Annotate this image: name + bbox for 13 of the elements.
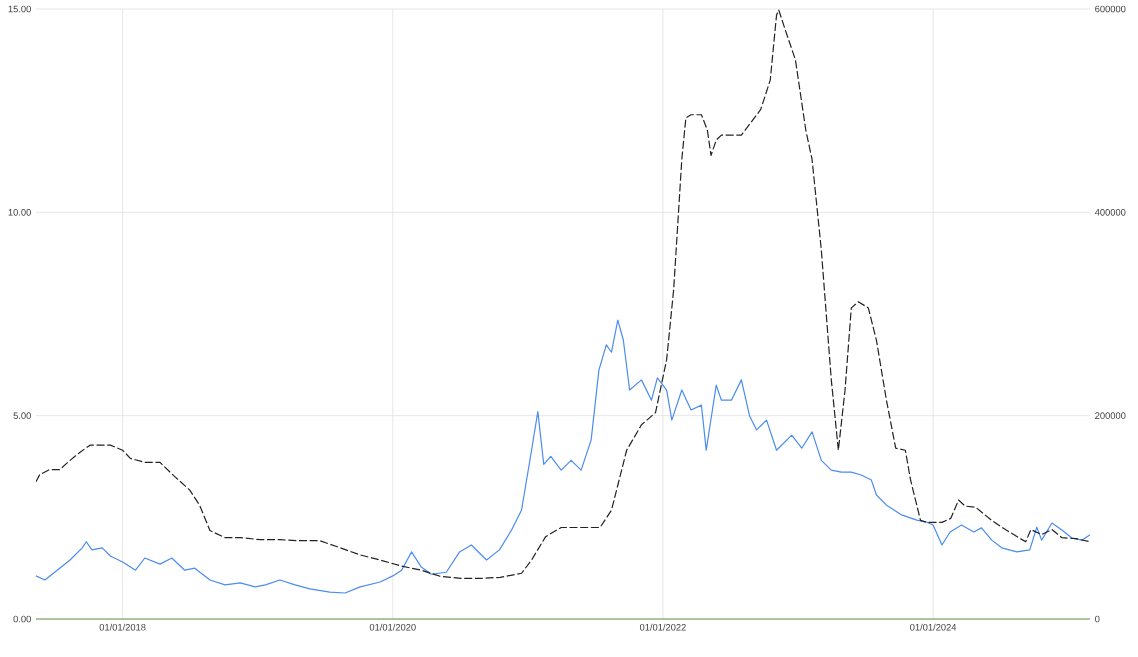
y2-tick-label: 400000 [1094,209,1126,216]
y2-tick-label: 600000 [1095,5,1126,13]
y-tick-label: 10.00 [8,209,31,216]
x-tick-label: 01/01/2020 [369,623,416,631]
line-series [35,319,1091,594]
y-tick-label: 15.00 [8,5,31,13]
x-tick-label: 01/01/2022 [639,623,686,631]
y-tick-label: 0.00 [13,615,31,623]
y2-tick-label: 200000 [1095,412,1126,419]
x-tick-label: 01/01/2024 [910,623,957,631]
y-tick-label: 5.00 [13,412,31,419]
x-tick-label: 01/01/2018 [99,623,146,631]
y2-tick-label: 0 [1095,615,1100,623]
